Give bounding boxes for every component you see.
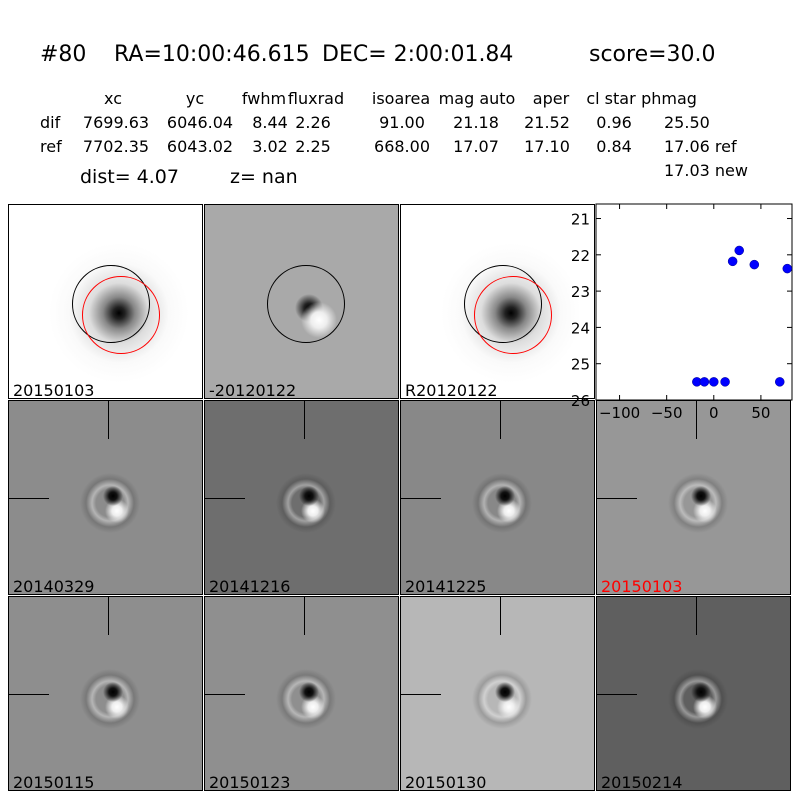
stamp-date-label: 20141216 bbox=[209, 577, 291, 595]
stamp-epoch[interactable]: 20150130 bbox=[400, 596, 595, 791]
table-cell: 21.18 bbox=[453, 113, 499, 132]
data-point bbox=[727, 256, 738, 267]
stamp-date-label: -20120122 bbox=[209, 381, 297, 399]
stamp-date-label: 20141225 bbox=[405, 577, 487, 595]
crosshair-horizontal bbox=[597, 694, 637, 695]
data-point bbox=[734, 245, 744, 256]
column-header: mag auto bbox=[438, 89, 516, 108]
y-tick-label: 25 bbox=[571, 356, 590, 374]
x-tick-label: 0 bbox=[709, 404, 719, 422]
new-aperture-circle bbox=[82, 276, 160, 354]
stamp-date-label: R20120122 bbox=[405, 381, 498, 399]
x-tick-label: 50 bbox=[751, 404, 770, 422]
data-point bbox=[782, 263, 793, 274]
table-cell: 17.07 bbox=[453, 137, 499, 156]
phmag-new: 17.03 new bbox=[664, 161, 748, 180]
table-cell: 7702.35 bbox=[82, 137, 150, 156]
stamp-ref[interactable]: R20120122 bbox=[400, 204, 595, 399]
new-aperture-circle bbox=[474, 276, 552, 354]
stamp-epoch[interactable]: 20150115 bbox=[8, 596, 203, 791]
stamp-diff[interactable]: -20120122 bbox=[204, 204, 399, 399]
y-tick-label: 26 bbox=[571, 392, 590, 410]
z-value: z= nan bbox=[230, 166, 298, 188]
stamp-date-label: 20140329 bbox=[13, 577, 95, 595]
stamp-date-label: 20150130 bbox=[405, 773, 487, 791]
column-header: yc bbox=[185, 89, 205, 108]
x-tick-label: −100 bbox=[599, 404, 640, 422]
crosshair-horizontal bbox=[597, 498, 637, 499]
crosshair-vertical bbox=[500, 401, 501, 439]
stamp-epoch[interactable]: 20150214 bbox=[596, 596, 791, 791]
ra-value: RA=10:00:46.615 bbox=[114, 42, 310, 67]
crosshair-vertical bbox=[696, 401, 697, 439]
table-cell: 17.10 bbox=[524, 137, 570, 156]
crosshair-horizontal bbox=[401, 498, 441, 499]
crosshair-vertical bbox=[500, 597, 501, 635]
y-tick-label: 21 bbox=[571, 211, 590, 229]
table-cell: 2.26 bbox=[295, 113, 331, 132]
table-cell: 3.02 bbox=[252, 137, 288, 156]
row-label: ref bbox=[40, 137, 62, 156]
table-cell: 6043.02 bbox=[166, 137, 234, 156]
crosshair-vertical bbox=[304, 401, 305, 439]
dist-value: dist= 4.07 bbox=[80, 166, 179, 188]
crosshair-vertical bbox=[108, 401, 109, 439]
light-curve-chart: −100 −50 0 50 21 22 23 24 25 26 bbox=[571, 203, 793, 422]
column-header: fwhm bbox=[241, 89, 287, 108]
stamp-date-label: 20150214 bbox=[601, 773, 683, 791]
crosshair-vertical bbox=[108, 597, 109, 635]
candidate-id: #80 bbox=[40, 42, 87, 67]
crosshair-horizontal bbox=[205, 694, 245, 695]
table-cell: 2.25 bbox=[295, 137, 331, 156]
table-cell: 6046.04 bbox=[166, 113, 234, 132]
column-header: aper bbox=[532, 89, 570, 108]
column-header: fluxrad bbox=[287, 89, 345, 108]
y-tick-label: 24 bbox=[571, 319, 590, 337]
table-cell: 668.00 bbox=[374, 137, 430, 156]
crosshair-vertical bbox=[696, 597, 697, 635]
column-header: cl star bbox=[586, 89, 636, 108]
column-header: phmag bbox=[641, 89, 697, 108]
stamp-date-label: 20150103 bbox=[13, 381, 95, 399]
data-point bbox=[720, 377, 730, 387]
x-tick-label: −50 bbox=[651, 404, 683, 422]
data-point bbox=[775, 377, 785, 387]
data-point bbox=[699, 377, 710, 387]
y-tick-label: 22 bbox=[571, 247, 590, 265]
crosshair-vertical bbox=[304, 597, 305, 635]
column-header: isoarea bbox=[371, 89, 431, 108]
crosshair-horizontal bbox=[9, 498, 49, 499]
table-cell: 0.96 bbox=[596, 113, 632, 132]
table-cell: 21.52 bbox=[524, 113, 570, 132]
stamp-epoch[interactable]: 20150123 bbox=[204, 596, 399, 791]
table-cell: 91.00 bbox=[379, 113, 425, 132]
light-curve-plot: −100 −50 0 50 21 22 23 24 25 26 bbox=[571, 203, 793, 422]
row-label: dif bbox=[40, 113, 61, 132]
crosshair-horizontal bbox=[9, 694, 49, 695]
stamp-date-label: 20150115 bbox=[13, 773, 95, 791]
y-tick-label: 23 bbox=[571, 283, 590, 301]
score-value: score=30.0 bbox=[589, 42, 716, 67]
stamp-date-label: 20150103 bbox=[601, 577, 683, 595]
stamp-epoch[interactable]: 20140329 bbox=[8, 400, 203, 595]
data-point bbox=[749, 259, 760, 270]
stamp-epoch[interactable]: 20141216 bbox=[204, 400, 399, 595]
table-cell: 7699.63 bbox=[82, 113, 150, 132]
plot-frame bbox=[595, 203, 793, 401]
column-header: xc bbox=[104, 89, 122, 108]
crosshair-horizontal bbox=[205, 498, 245, 499]
dec-value: DEC= 2:00:01.84 bbox=[322, 42, 514, 67]
stamp-date-label: 20150123 bbox=[209, 773, 291, 791]
stamp-epoch[interactable]: 20150103 bbox=[596, 400, 791, 595]
table-cell: 25.50 bbox=[664, 113, 710, 132]
stamp-new[interactable]: 20150103 bbox=[8, 204, 203, 399]
table-cell: 0.84 bbox=[596, 137, 632, 156]
table-cell: 8.44 bbox=[252, 113, 288, 132]
data-point bbox=[709, 377, 719, 387]
aperture-circle bbox=[267, 265, 345, 343]
crosshair-horizontal bbox=[401, 694, 441, 695]
stamp-epoch[interactable]: 20141225 bbox=[400, 400, 595, 595]
table-cell: 17.06 ref bbox=[664, 137, 737, 156]
